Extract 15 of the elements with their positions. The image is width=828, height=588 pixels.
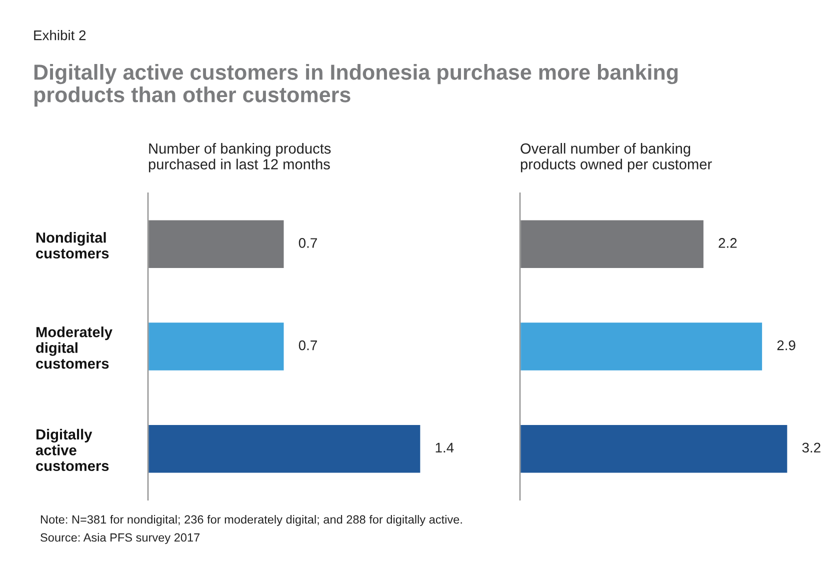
text: Note: N=381 for nondigital; 236 for moderately digital; and 288 for digitally active.: [40, 515, 462, 526]
data-label: 2.2: [718, 238, 737, 248]
data-label: 1.4: [436, 442, 454, 452]
y-tick-label: Moderately digital customers: [36, 326, 112, 369]
chart-title: Overall number of banking products owned per customer: [520, 143, 712, 172]
data-label: 2.9: [777, 340, 796, 350]
data-label: 3.2: [802, 442, 820, 453]
data-label: 0.7: [298, 340, 317, 350]
text: Digitally active customers in Indonesia purchase more banking products than other customers: [34, 64, 678, 107]
source-note: Source: Asia PFS survey 2017: [40, 533, 200, 544]
data-label: 0.7: [298, 238, 317, 248]
y-tick-label: Nondigital customers: [36, 232, 109, 259]
chart-title: Number of banking products purchased in last 12 months: [148, 143, 331, 172]
y-tick-label: Digitally active customers: [36, 428, 109, 472]
text: Exhibit 2: [34, 30, 86, 40]
